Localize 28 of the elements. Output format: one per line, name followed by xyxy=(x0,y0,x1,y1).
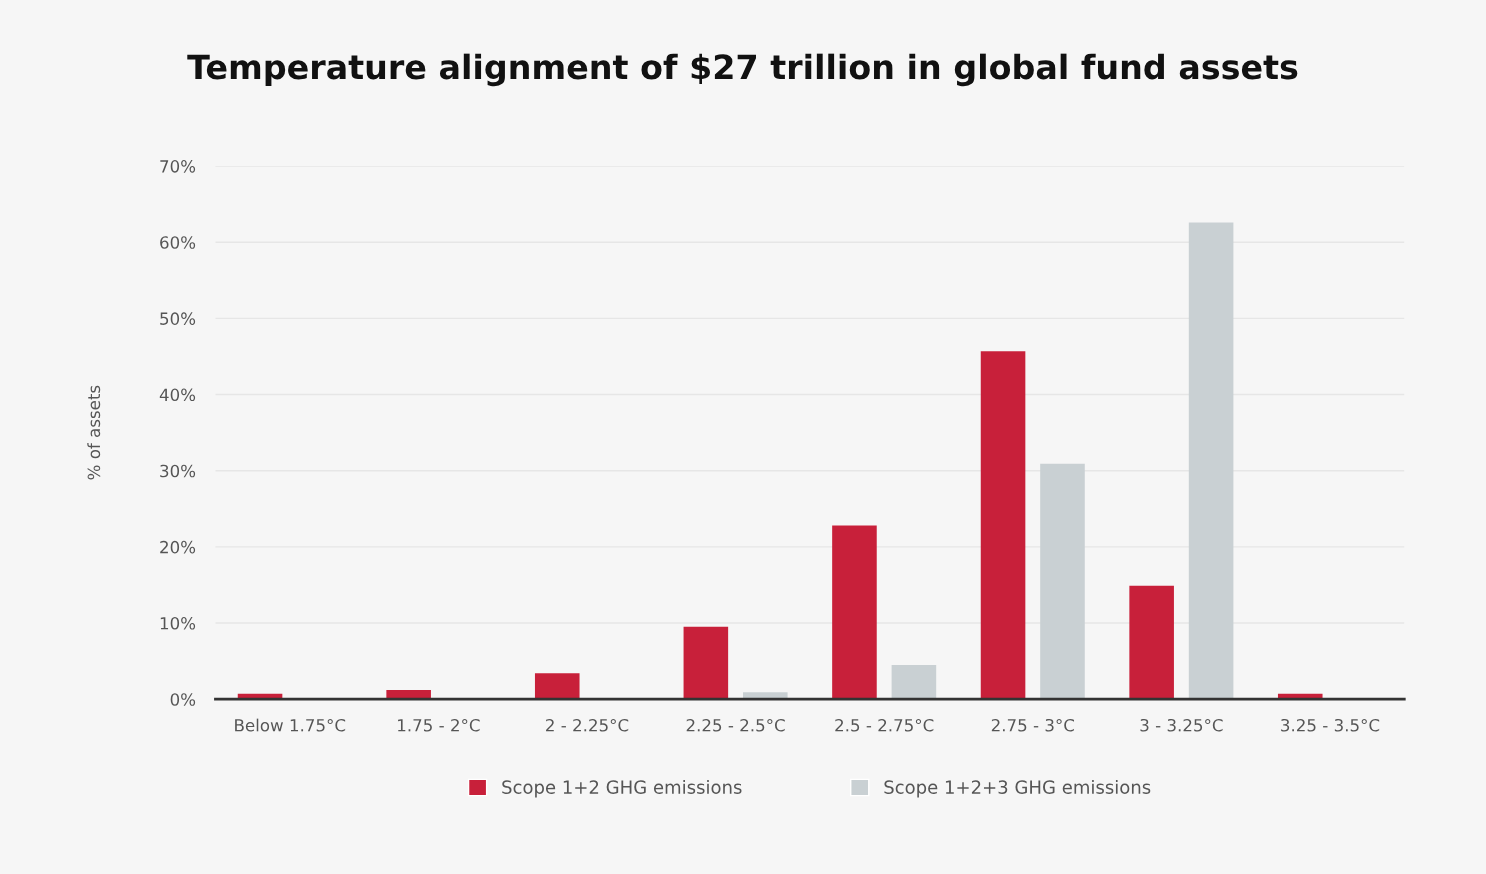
y-tick-label: 0% xyxy=(170,693,196,706)
bar xyxy=(1040,463,1085,700)
y-tick-label: 40% xyxy=(159,388,196,402)
bar xyxy=(891,664,937,700)
y-tick-label: 10% xyxy=(160,617,196,630)
x-tick-label: 1.75 - 2°C xyxy=(398,718,480,732)
legend-label: Scope 1+2+3 GHG emissions xyxy=(884,779,1151,798)
bar xyxy=(683,626,729,700)
x-tick-label: Below 1.75°C xyxy=(235,718,346,732)
legend-label: Scope 1+2 GHG emissions xyxy=(502,779,742,798)
x-tick-label: 2.5 - 2.75°C xyxy=(835,718,934,732)
x-tick-label: 2 - 2.25°C xyxy=(546,718,629,732)
x-tick-label: 2.75 - 3°C xyxy=(991,718,1075,732)
y-axis-title: % of assets xyxy=(87,385,101,480)
bar xyxy=(534,673,580,700)
bar xyxy=(1188,222,1234,700)
bar xyxy=(980,351,1026,700)
y-tick-label: 30% xyxy=(160,464,196,478)
x-tick-label: 2.25 - 2.5°C xyxy=(686,718,785,732)
bar xyxy=(1129,585,1174,700)
bar xyxy=(832,525,877,700)
y-tick-label: 70% xyxy=(160,160,196,173)
x-tick-label: 3.25 - 3.5°C xyxy=(1281,718,1380,732)
x-tick-label: 3 - 3.25°C xyxy=(1140,718,1223,732)
chart-title: Temperature alignment of $27 trillion in global fund assets xyxy=(187,53,1298,87)
y-tick-label: 20% xyxy=(160,540,196,554)
y-tick-label: 50% xyxy=(160,312,196,325)
y-tick-label: 60% xyxy=(160,236,196,249)
